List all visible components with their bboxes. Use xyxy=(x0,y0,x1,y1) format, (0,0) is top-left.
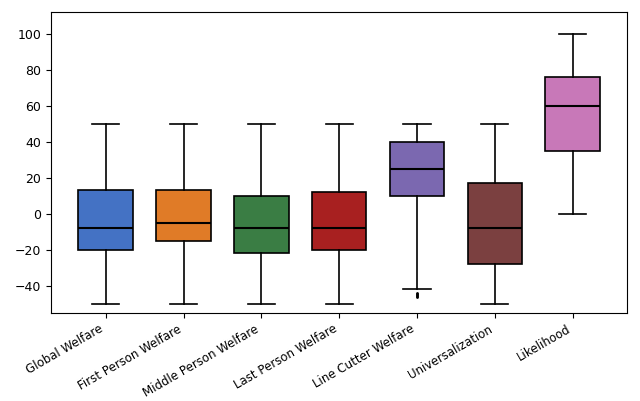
PathPatch shape xyxy=(156,190,211,241)
PathPatch shape xyxy=(79,190,133,250)
PathPatch shape xyxy=(234,196,289,253)
PathPatch shape xyxy=(390,142,444,196)
PathPatch shape xyxy=(312,192,367,250)
PathPatch shape xyxy=(468,183,522,264)
PathPatch shape xyxy=(545,77,600,151)
